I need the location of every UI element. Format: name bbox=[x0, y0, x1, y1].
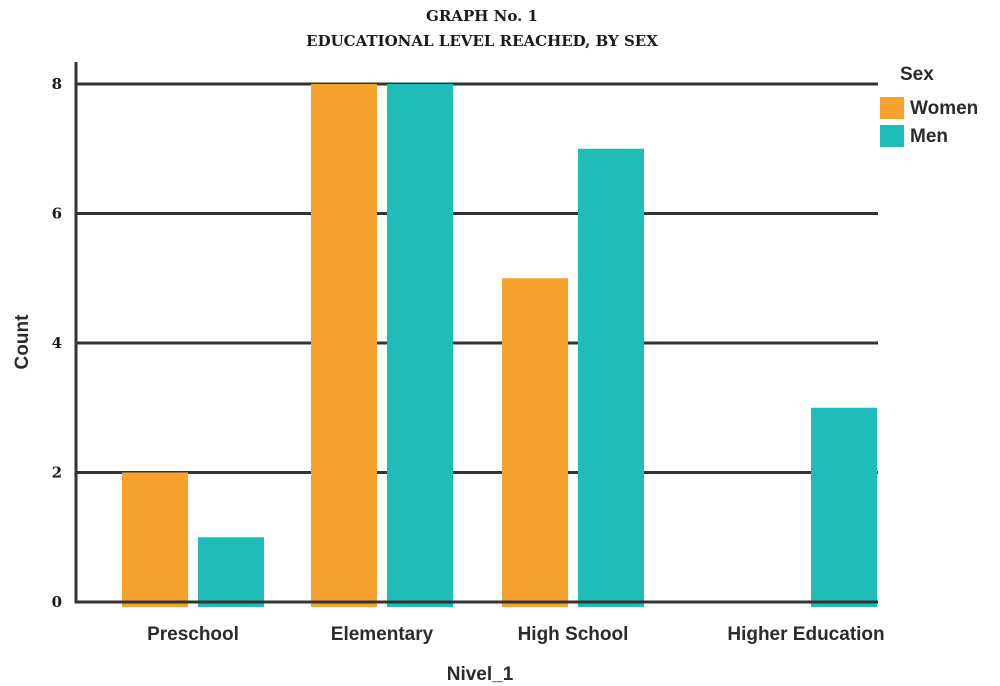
legend-label-men: Men bbox=[910, 126, 948, 147]
bar-women-1 bbox=[311, 84, 377, 607]
bar-men-3 bbox=[811, 407, 877, 607]
x-tick-labels: Preschool Elementary High School Higher Edu… bbox=[147, 624, 885, 645]
x-tick-label: Preschool bbox=[147, 624, 239, 645]
legend-title: Sex bbox=[900, 64, 934, 85]
bar-men-0 bbox=[198, 537, 264, 607]
y-axis-label: Count bbox=[12, 314, 33, 370]
x-tick-label: Higher Education bbox=[727, 624, 884, 645]
x-tick-label: Elementary bbox=[331, 624, 434, 645]
y-tick-label: 0 bbox=[52, 593, 62, 611]
x-tick-label: High School bbox=[518, 624, 629, 645]
legend: Sex Women Men bbox=[880, 64, 978, 147]
bars bbox=[122, 84, 877, 607]
y-tick-label: 2 bbox=[52, 464, 62, 482]
bar-women-0 bbox=[122, 472, 188, 607]
bar-men-1 bbox=[387, 84, 453, 607]
x-axis-label: Nivel_1 bbox=[447, 664, 514, 685]
gridlines bbox=[76, 82, 878, 474]
legend-swatch-women bbox=[880, 97, 904, 119]
legend-label-women: Women bbox=[910, 98, 978, 119]
y-tick-label: 4 bbox=[52, 334, 62, 352]
y-tick-label: 6 bbox=[52, 205, 62, 223]
chart-title-line2: EDUCATIONAL LEVEL REACHED, BY SEX bbox=[306, 32, 658, 50]
legend-swatch-men bbox=[880, 125, 904, 147]
y-tick-labels: 0 2 4 6 8 bbox=[52, 75, 62, 611]
bar-men-2 bbox=[578, 148, 644, 607]
y-tick-label: 8 bbox=[52, 75, 62, 93]
bar-women-2 bbox=[502, 278, 568, 607]
chart-title-line1: GRAPH No. 1 bbox=[426, 7, 538, 25]
